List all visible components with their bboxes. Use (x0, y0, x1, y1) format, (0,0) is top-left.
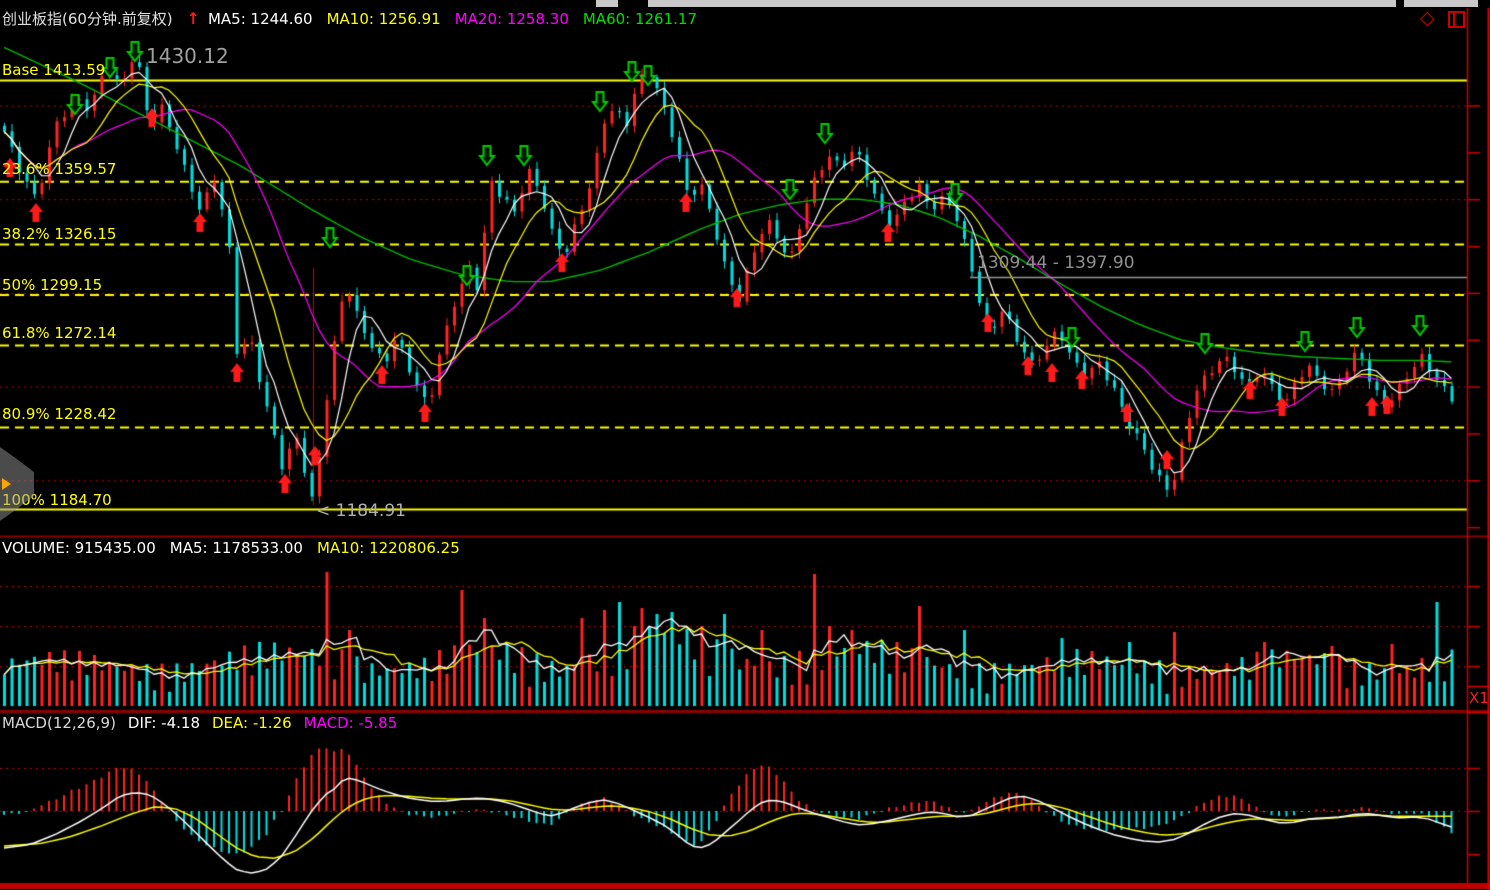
macd-title: MACD(12,26,9) (2, 714, 116, 732)
high-price-label: 1430.12 (146, 44, 229, 68)
trend-up-icon: ↑ (186, 9, 200, 28)
instrument-title: 创业板指(60分钟.前复权) (2, 10, 173, 28)
volume-ma10-value: MA10: 1220806.25 (316, 539, 460, 557)
volume-value: VOLUME: 915435.00 (2, 539, 156, 557)
split-window-icon[interactable] (1448, 11, 1465, 28)
fib-label-80-9: 80.9% 1228.42 (2, 405, 117, 423)
fib-label-base: Base 1413.59 (2, 61, 106, 79)
fib-label-50: 50% 1299.15 (2, 276, 103, 294)
volume-header: VOLUME: 915435.00 MA5: 1178533.00 MA10: … (2, 539, 460, 557)
chart-header: 创业板指(60分钟.前复权) ↑ MA5: 1244.60 MA10: 1256… (2, 7, 697, 30)
fib-label-61-8: 61.8% 1272.14 (2, 324, 117, 342)
toolbar-strip-segment (596, 0, 618, 7)
macd-value: MACD: -5.85 (303, 714, 398, 732)
low-price-label: < 1184.91 (316, 501, 406, 521)
expand-arrow-icon (2, 478, 11, 490)
diamond-icon[interactable]: ◇ (1420, 7, 1435, 29)
fib-label-38-2: 38.2% 1326.15 (2, 225, 117, 243)
dif-value: DIF: -4.18 (127, 714, 200, 732)
dea-value: DEA: -1.26 (212, 714, 292, 732)
ma10-value: MA10: 1256.91 (326, 9, 441, 28)
toolbar-strip-segment (648, 0, 1478, 7)
volume-ma5-value: MA5: 1178533.00 (169, 539, 303, 557)
range-label: 1309.44 - 1397.90 (977, 253, 1135, 273)
toolbar-strip-notch (1396, 0, 1404, 7)
macd-header: MACD(12,26,9) DIF: -4.18 DEA: -1.26 MACD… (2, 714, 397, 732)
ma60-value: MA60: 1261.17 (582, 9, 697, 28)
fib-label-23-6: 23.6% 1359.57 (2, 160, 117, 178)
ma5-value: MA5: 1244.60 (207, 9, 313, 28)
scale-x1-label: X1 (1469, 689, 1489, 707)
ma20-value: MA20: 1258.30 (454, 9, 569, 28)
